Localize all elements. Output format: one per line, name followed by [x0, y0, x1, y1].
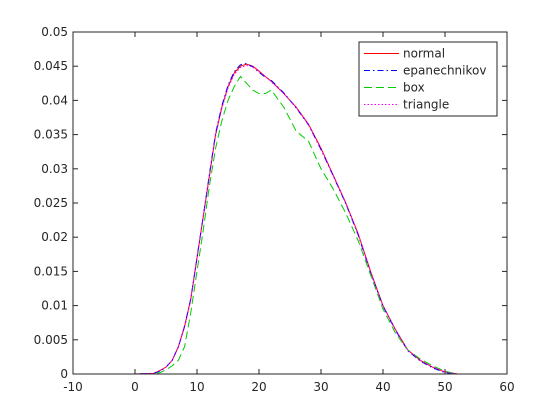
- y-tick-label: 0.01: [41, 299, 68, 313]
- y-tick-label: 0.04: [41, 93, 68, 107]
- legend-label: box: [403, 81, 425, 95]
- y-tick-label: 0.045: [34, 59, 68, 73]
- axes-box: [72, 31, 508, 375]
- y-tick-label: 0.035: [34, 128, 68, 142]
- series-line: [73, 75, 507, 375]
- legend-label: epanechnikov: [403, 64, 486, 78]
- y-tick-label: 0.05: [41, 25, 68, 39]
- legend-label: normal: [403, 47, 445, 61]
- x-tick-label: 40: [375, 380, 390, 394]
- legend-label: triangle: [403, 98, 449, 112]
- x-tick-label: 10: [189, 380, 204, 394]
- y-tick-label: 0.025: [34, 196, 68, 210]
- y-tick-label: 0.03: [41, 162, 68, 176]
- x-tick-label: 60: [499, 380, 514, 394]
- legend-box: [358, 41, 498, 117]
- x-tick-label: 30: [313, 380, 328, 394]
- x-tick-label: -10: [63, 380, 83, 394]
- series-line: [73, 65, 507, 375]
- y-tick-label: 0.02: [41, 230, 68, 244]
- y-tick-label: 0: [60, 367, 68, 381]
- y-tick-label: 0.015: [34, 264, 68, 278]
- x-tick-label: 0: [131, 380, 139, 394]
- x-tick-label: 20: [251, 380, 266, 394]
- legend: normal epanechnikov box triangle: [358, 41, 498, 117]
- x-tick-label: 50: [437, 380, 452, 394]
- y-tick-label: 0.005: [34, 333, 68, 347]
